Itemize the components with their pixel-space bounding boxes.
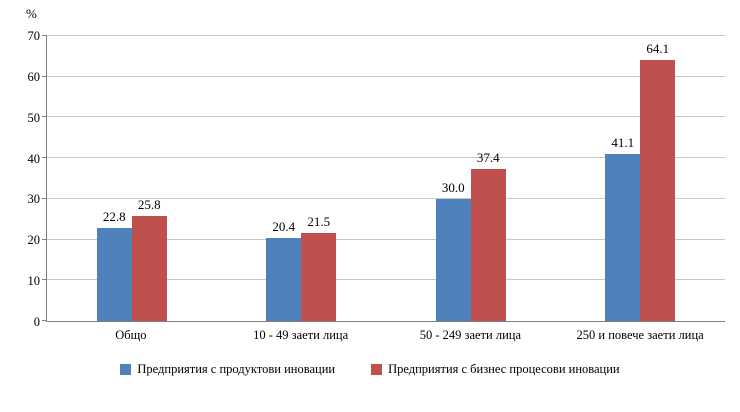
bar-value-label: 22.8 <box>102 209 126 225</box>
bar-series-2 <box>640 60 676 321</box>
legend-swatch <box>371 364 383 375</box>
bar-series-2 <box>470 168 506 321</box>
bar-series-1 <box>605 153 641 321</box>
x-category-label: 10 - 49 заети лица <box>253 328 349 342</box>
plot-area: 22.8 25.8 20.4 21.5 30.0 37.4 41.1 64.1 <box>42 35 725 322</box>
bar-series-2 <box>131 215 167 321</box>
y-axis-tick <box>42 279 47 281</box>
y-tick-label: 10 <box>27 274 41 289</box>
gridline <box>47 279 725 281</box>
y-axis-tick <box>42 197 47 199</box>
y-axis-tick-labels: 0 10 20 30 40 50 60 70 <box>0 29 41 329</box>
bar-series-1 <box>435 198 471 321</box>
y-tick-label: 30 <box>27 192 41 207</box>
y-axis-tick <box>42 35 47 36</box>
gridline <box>47 157 725 159</box>
gridline <box>47 238 725 240</box>
bar-value-label: 41.1 <box>611 134 635 150</box>
bar-series-2 <box>301 233 337 321</box>
gridline <box>47 197 725 199</box>
y-axis-unit-label: % <box>26 6 37 21</box>
bar-value-label: 30.0 <box>441 179 465 195</box>
legend-item: Предприятия с продуктови иновации <box>120 362 335 377</box>
chart-legend: Предприятия с продуктови иновации Предпри… <box>0 362 740 377</box>
y-tick-label: 20 <box>27 233 41 248</box>
x-category-label: Общо <box>115 328 147 342</box>
legend-label: Предприятия с продуктови иновации <box>137 362 336 376</box>
y-axis-tick <box>42 75 47 77</box>
x-category-label: 250 и повече заети лица <box>576 328 704 342</box>
y-axis-tick <box>42 320 47 321</box>
gridline <box>47 116 725 118</box>
x-axis-category-labels: Общо 10 - 49 заети лица 50 - 249 заети лиц… <box>46 328 725 346</box>
legend-swatch <box>120 364 132 375</box>
bar-series-1 <box>266 237 302 321</box>
y-tick-label: 50 <box>27 110 41 125</box>
bar-value-label: 20.4 <box>272 218 296 234</box>
bar-value-label: 37.4 <box>476 149 500 165</box>
y-axis-tick <box>42 116 47 118</box>
bar-value-label: 25.8 <box>137 196 161 212</box>
bar-value-label: 64.1 <box>646 41 670 57</box>
legend-item: Предприятия с бизнес процесови иновации <box>371 362 620 377</box>
y-axis-tick <box>42 157 47 159</box>
bar-value-label: 21.5 <box>307 214 331 230</box>
gridline <box>47 75 725 77</box>
y-tick-label: 70 <box>27 29 41 43</box>
y-axis-tick <box>42 238 47 240</box>
bar-series-1 <box>96 228 132 321</box>
legend-label: Предприятия с бизнес процесови иновации <box>388 362 620 376</box>
y-tick-label: 60 <box>27 69 41 84</box>
gridline <box>47 35 725 36</box>
y-tick-label: 40 <box>27 151 41 166</box>
y-tick-label: 0 <box>33 315 40 329</box>
x-category-label: 50 - 249 заети лица <box>419 328 521 342</box>
